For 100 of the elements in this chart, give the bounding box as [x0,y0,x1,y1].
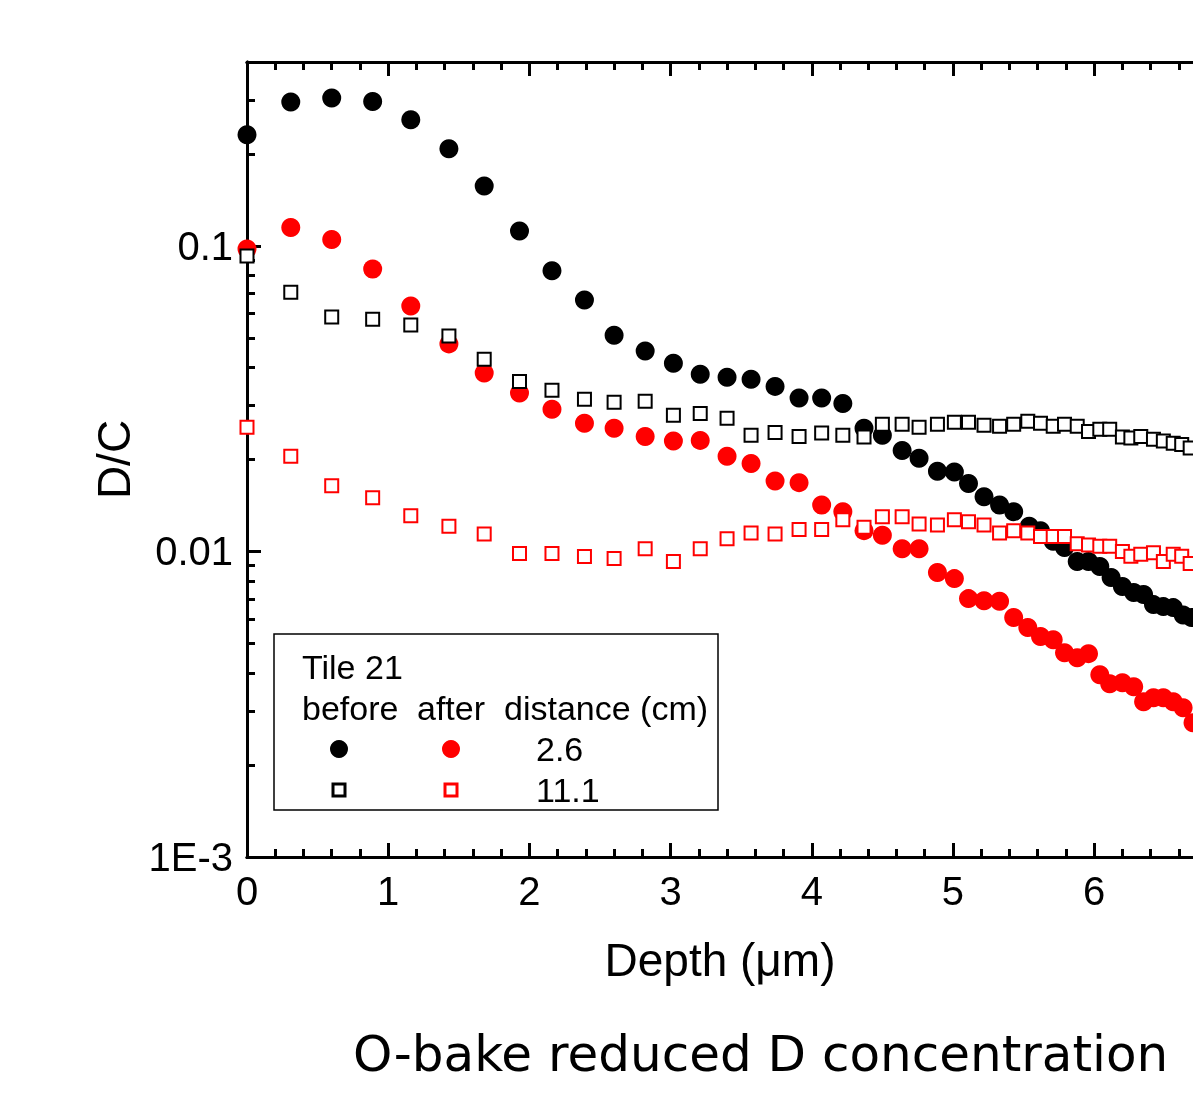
point [765,376,785,396]
point [322,88,342,108]
point [789,473,809,493]
point [363,259,383,279]
point [1057,528,1073,544]
point [363,92,383,111]
point [239,419,255,435]
point [765,471,785,491]
point [974,487,994,507]
point [717,446,737,466]
point [894,416,910,432]
point [542,261,562,281]
point [1006,523,1022,539]
legend-label: 2.6 [536,730,584,768]
point [856,429,872,445]
point [439,139,459,159]
point [1124,677,1144,697]
point [365,490,381,506]
point [944,569,964,589]
point [872,525,892,545]
point [743,525,759,541]
point [767,425,783,441]
point [542,399,562,419]
point [281,217,301,237]
point [833,394,853,413]
point [1079,644,1099,664]
point [961,514,976,530]
point [604,418,624,438]
point [743,427,759,443]
point [874,416,890,432]
point [944,462,964,482]
point [719,410,735,426]
point [767,526,783,542]
point [1043,630,1063,650]
x-tick-label: 6 [1083,869,1106,913]
point [692,541,708,557]
point [510,221,529,241]
point [892,441,912,461]
x-tick-label: 3 [659,869,682,913]
point [663,431,683,451]
point [1006,416,1022,432]
point [576,391,592,407]
point [976,417,992,433]
point [576,548,592,564]
point [690,430,710,450]
legend-label: 11.1 [536,771,600,809]
point [961,414,976,430]
point [665,407,681,423]
point [719,531,735,547]
point [1004,608,1024,627]
point [665,554,681,570]
point [874,509,890,525]
point [814,425,830,441]
point [946,414,962,430]
point [403,317,419,333]
point [403,508,419,524]
point [929,517,945,533]
point [929,416,945,432]
point [959,473,978,493]
point [239,248,255,264]
point [992,525,1008,541]
point [324,478,340,494]
point [574,413,594,433]
point [976,517,992,533]
x-tick-label: 5 [941,869,965,913]
point [927,461,947,481]
point [892,539,912,559]
point [992,418,1008,434]
point [324,309,340,325]
point [441,518,457,534]
y-tick-label: 0.01 [155,529,233,574]
point [281,92,301,112]
point [894,509,910,525]
point [474,176,494,196]
y-tick-label: 1E-3 [148,835,233,879]
point [741,454,761,474]
point [476,526,492,542]
point [637,541,653,557]
point [990,495,1010,515]
point [1020,525,1036,541]
x-tick-label: 4 [800,869,823,913]
point [927,563,947,583]
point [1018,617,1038,637]
point [911,419,927,435]
point [791,522,807,538]
point [1004,502,1024,522]
x-axis-title: Depth (μm) [604,934,836,986]
point [812,388,832,408]
point [1173,698,1193,718]
point [663,353,683,373]
point [1102,538,1118,554]
point [717,367,737,387]
point [283,284,299,300]
point [690,364,710,384]
annotation: distance (cm) [504,689,709,727]
point [789,388,809,408]
point [911,516,927,532]
point [401,296,421,316]
point [606,551,622,567]
point [574,290,594,310]
